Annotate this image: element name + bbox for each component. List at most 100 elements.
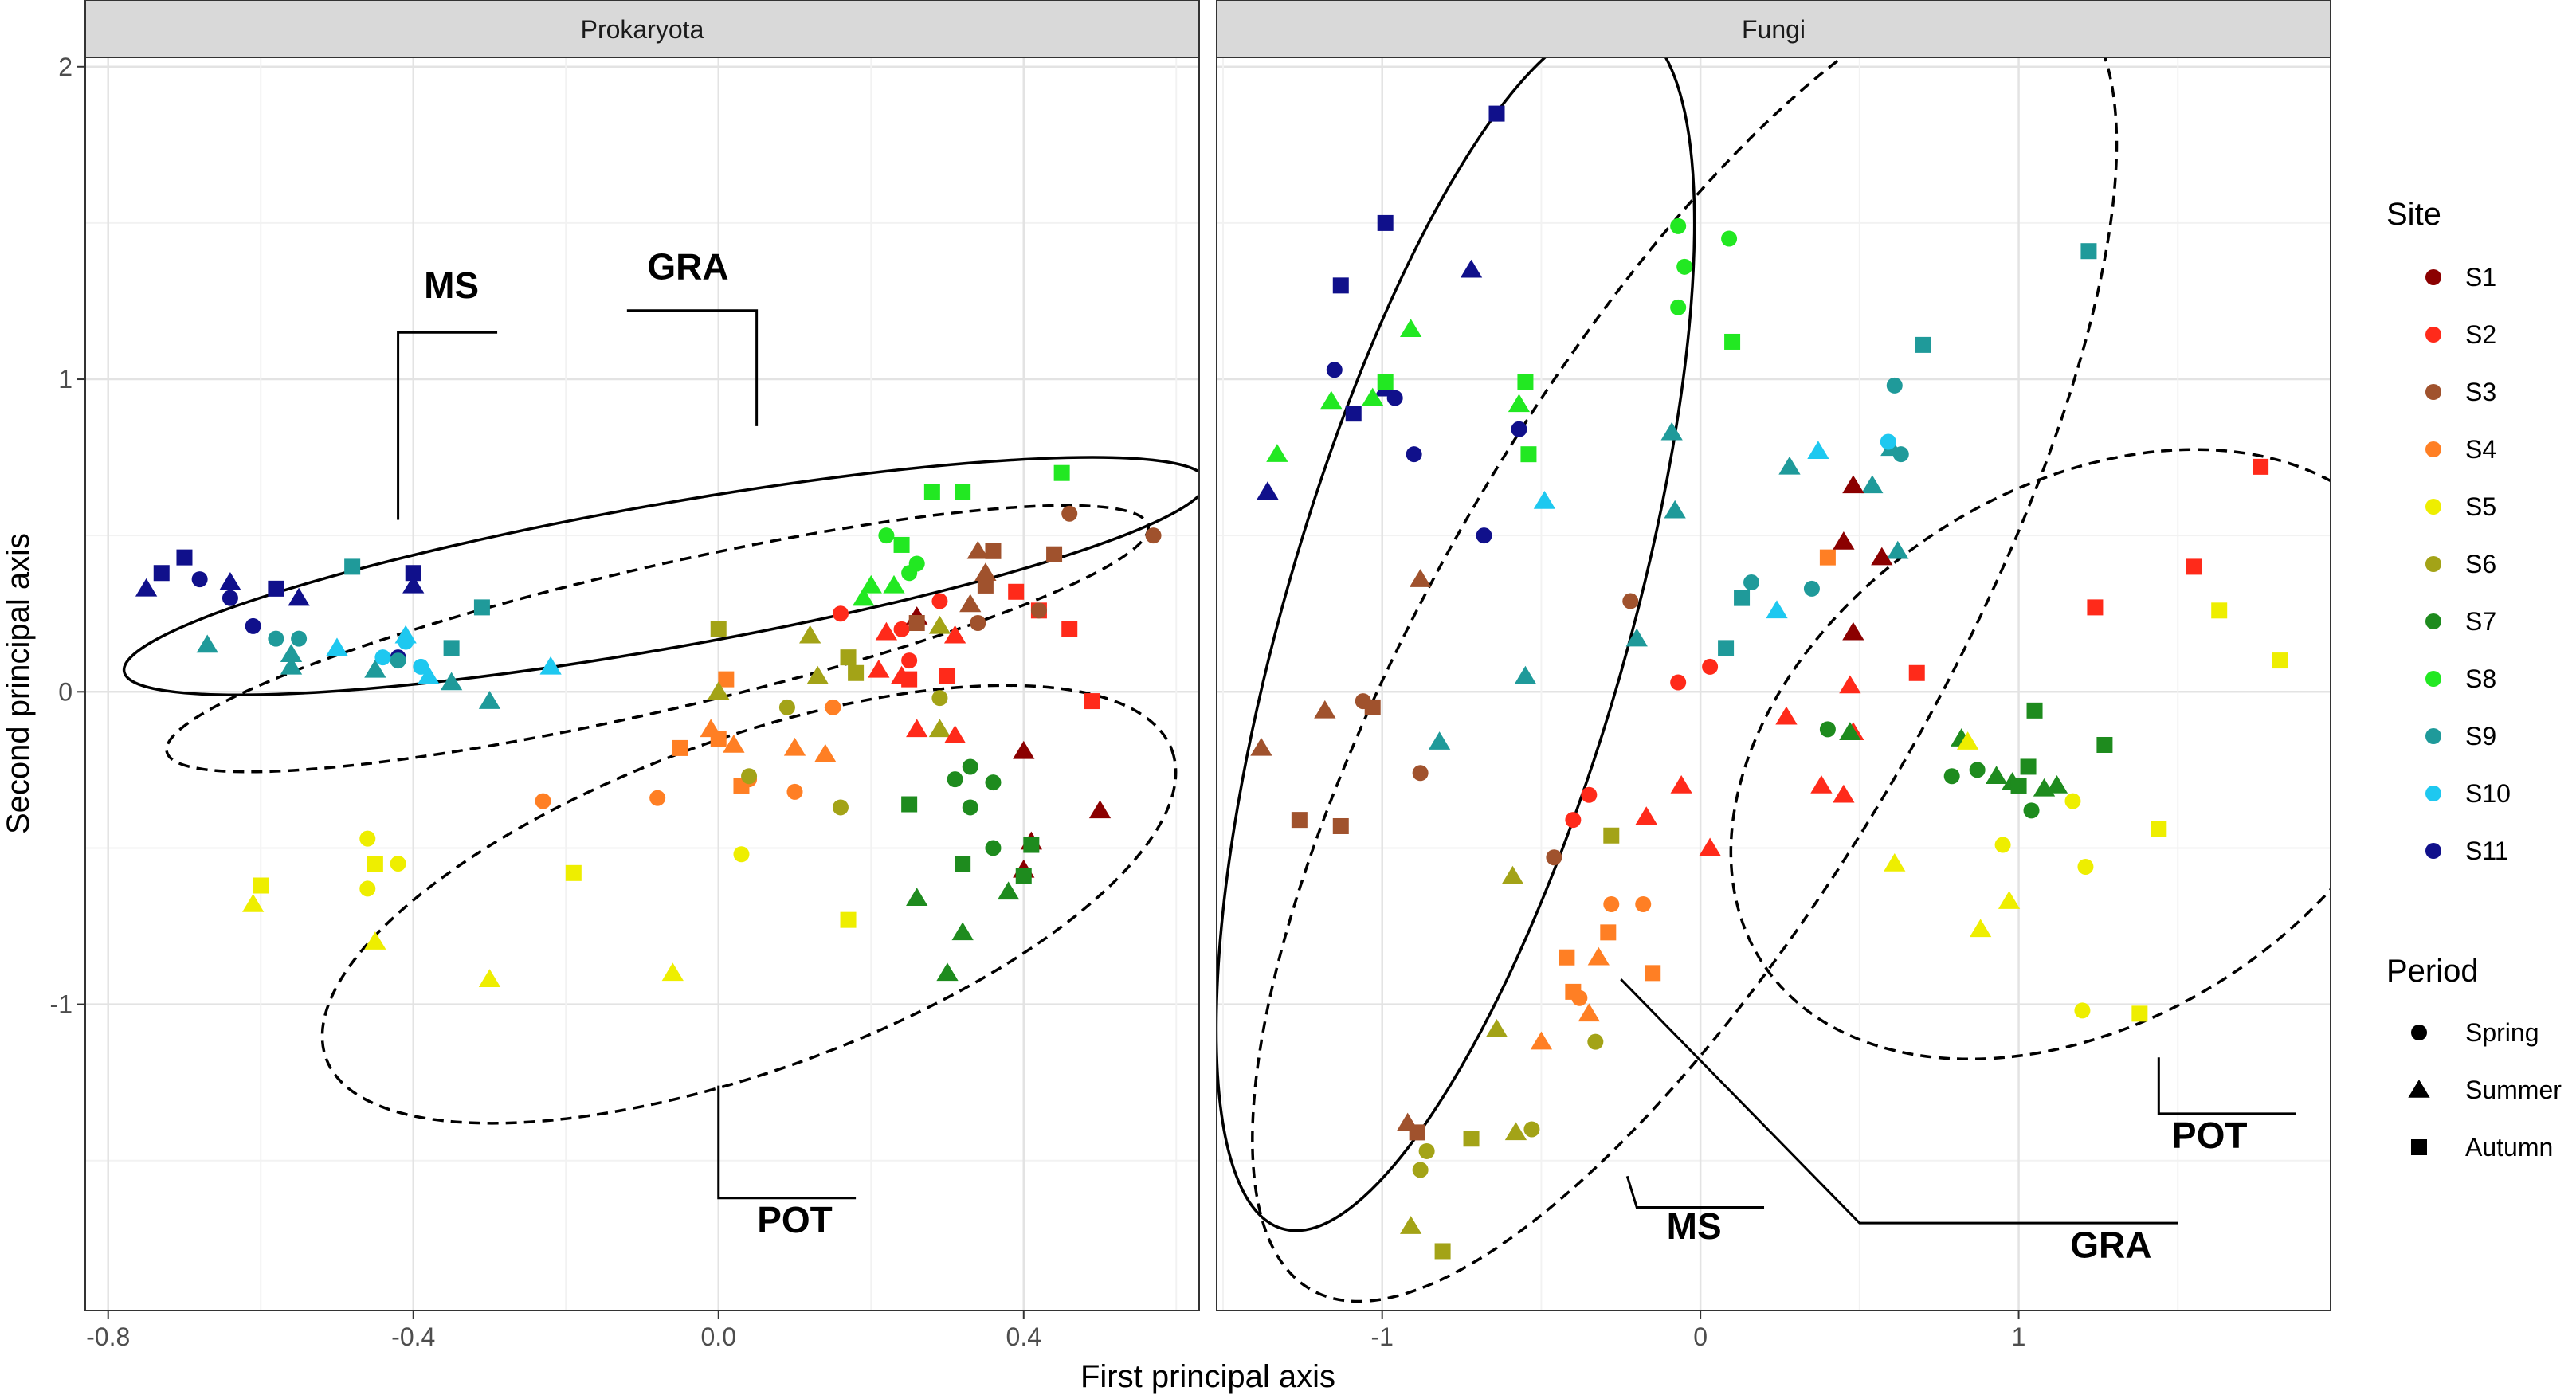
data-point-s1 (1871, 547, 1893, 566)
data-point-s2 (1084, 693, 1100, 710)
y-axis-title: Second principal axis (1, 533, 36, 834)
data-point-s7 (1023, 837, 1040, 853)
data-point-s2 (1670, 674, 1687, 691)
data-point-s5 (661, 962, 684, 982)
data-point-s7 (962, 758, 978, 775)
data-point-s11 (288, 587, 310, 606)
data-point-s8 (1670, 217, 1687, 234)
data-point-s5 (364, 931, 386, 950)
data-point-s9 (1718, 640, 1735, 656)
data-point-s9 (473, 599, 490, 616)
data-point-s7 (906, 888, 928, 906)
leader-line-pot (717, 1085, 857, 1200)
data-point-s5 (2064, 793, 2081, 809)
legend-label-spring: Spring (2465, 1018, 2539, 1047)
data-point-s8 (908, 555, 925, 572)
data-point-s7 (1839, 722, 1861, 741)
data-point-s2 (2253, 458, 2269, 475)
data-point-s6 (1463, 1131, 1480, 1147)
data-point-s3 (1250, 737, 1272, 756)
x-tick-label: -1 (1370, 1323, 1393, 1351)
annotation-gra: GRA (2070, 1224, 2151, 1265)
data-point-s11 (1345, 406, 1362, 422)
annotation-gra: GRA (647, 246, 728, 288)
data-point-s9 (364, 659, 386, 678)
data-point-s9 (390, 652, 406, 669)
data-point-s11 (1332, 277, 1349, 294)
data-point-s10 (374, 649, 391, 666)
data-point-s9 (1428, 731, 1451, 750)
data-point-s4 (1635, 896, 1652, 913)
data-point-s7 (951, 922, 974, 941)
data-point-s6 (1434, 1243, 1451, 1260)
panel-fungi: Fungi MS GRA POT -1 0 1 (1216, 0, 2331, 1351)
data-point-s10 (1766, 600, 1788, 619)
panel-border-prokaryota (84, 57, 1200, 1311)
legend-key-s3 (2425, 384, 2441, 400)
data-point-s3 (1409, 569, 1432, 587)
data-point-s11 (268, 580, 284, 597)
data-point-s3 (1046, 546, 1063, 562)
data-point-s8 (923, 484, 940, 500)
data-point-s9 (2080, 243, 2097, 260)
grid-fungi (1217, 57, 2331, 1311)
data-point-s8 (1676, 258, 1693, 275)
data-point-s3 (985, 543, 1002, 559)
data-point-s6 (1504, 1122, 1527, 1141)
data-point-s4 (783, 737, 806, 756)
data-point-s5 (2211, 602, 2228, 619)
legend-key-s5 (2425, 499, 2441, 515)
legend-key-s2 (2425, 327, 2441, 343)
legend-label-s3: S3 (2465, 378, 2496, 406)
data-point-s11 (1406, 446, 1422, 463)
data-point-s7 (955, 856, 971, 872)
legend-periods: Spring Summer Autumn (2408, 1018, 2562, 1162)
annotation-ms: MS (1667, 1205, 1722, 1247)
plot-area-fungi (1217, 57, 2331, 1311)
data-point-s7 (947, 771, 963, 788)
data-point-s8 (1508, 394, 1531, 413)
y-tick-label: 0 (58, 677, 73, 706)
data-point-s5 (1998, 891, 2021, 909)
legend-label-s9: S9 (2465, 722, 2496, 750)
annotation-pot: POT (2172, 1115, 2248, 1156)
data-point-s6 (1523, 1121, 1540, 1138)
data-point-s7 (1819, 721, 1836, 738)
legend-key-s1 (2425, 269, 2441, 285)
data-point-s2 (893, 621, 910, 637)
strip-label-fungi: Fungi (1742, 15, 1806, 44)
data-point-s2 (1839, 675, 1861, 694)
data-point-s2 (1908, 664, 1925, 681)
data-point-s2 (1810, 774, 1833, 794)
data-point-s4 (710, 731, 727, 747)
data-point-s7 (2020, 758, 2037, 775)
data-point-s3 (1412, 765, 1429, 782)
data-point-s2 (1581, 786, 1598, 803)
data-point-s2 (1635, 806, 1657, 825)
data-point-s10 (413, 658, 429, 675)
data-point-s2 (1061, 621, 1078, 637)
data-point-s2 (875, 621, 898, 641)
data-point-s8 (1053, 464, 1070, 481)
data-point-s9 (291, 630, 308, 647)
data-point-s3 (1364, 699, 1381, 715)
legend-label-autumn: Autumn (2465, 1133, 2553, 1162)
leader-line-gra (1620, 978, 2178, 1225)
data-point-s8 (1670, 299, 1687, 315)
data-point-s9 (1915, 336, 1931, 353)
data-point-s7 (2026, 702, 2043, 719)
data-point-s10 (1807, 441, 1829, 460)
data-point-s8 (1520, 446, 1537, 463)
data-point-s6 (832, 799, 849, 816)
data-point-s3 (908, 615, 925, 632)
data-point-s4 (786, 783, 803, 800)
data-point-s5 (2077, 858, 2094, 875)
legend-label-s11: S11 (2465, 837, 2509, 865)
x-tick-label: -0.8 (86, 1323, 130, 1351)
data-point-s6 (1412, 1162, 1429, 1178)
data-point-s5 (1957, 731, 1979, 750)
data-point-s6 (806, 665, 829, 684)
data-point-s9 (280, 644, 303, 662)
data-point-s7 (1943, 768, 1960, 785)
legend-key-summer (2408, 1080, 2430, 1098)
